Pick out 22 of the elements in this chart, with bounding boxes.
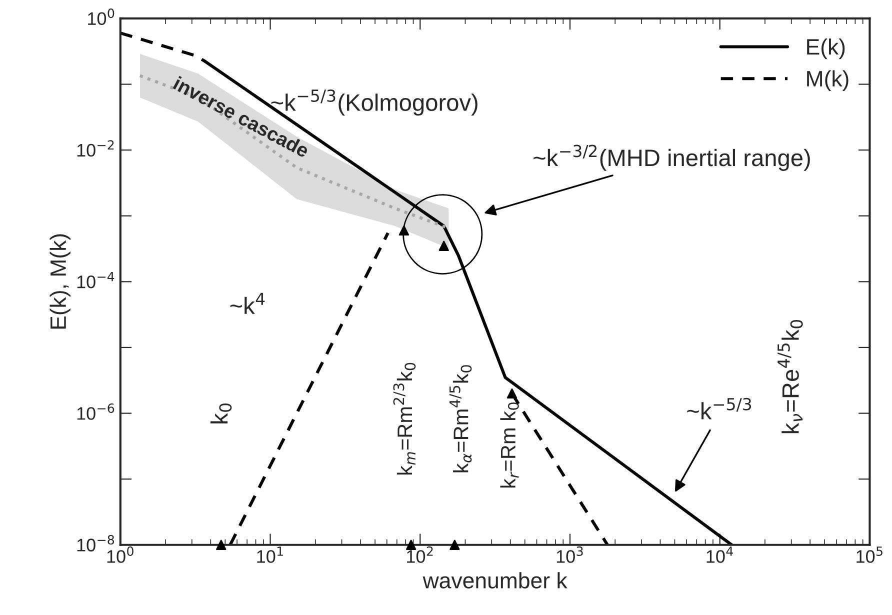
annotation: ~k$^{−5/3}$(Kolmogorov) [271,89,478,116]
annotation: ~k$^{−5/3}$ [687,398,752,420]
legend-label: M(k) [807,70,848,91]
y-tick-label: 10$^{0}$ [88,8,114,26]
legend-label: E(k) [807,38,845,60]
y-tick-label: 10$^{−6}$ [77,403,114,420]
x-tick-label: 10$^{4}$ [706,546,733,563]
annotation: k$_{ν}$=Re$^{4/5}$k$_{0}$ [778,320,803,434]
x-tick-label: 10$^{3}$ [556,546,583,563]
x-tick-label: 10$^{1}$ [257,546,283,563]
annotation: k$_{0}$ [210,404,232,424]
x-tick-label: 10$^{5}$ [856,546,882,563]
annotation: k$_{r}$=Rm k$_{0}$ [500,402,519,488]
y-tick-label: 10$^{−4}$ [77,272,114,288]
y-tick-label: 10$^{−2}$ [77,140,114,157]
annotation: ~k$^{4}$ [230,292,265,314]
annotation: ~k$^{−3/2}$(MHD inertial range) [534,144,810,171]
y-axis-title: E(k), M(k) [50,234,70,329]
x-axis-title: wavenumber k [422,572,568,588]
x-tick-label: 10$^{2}$ [407,546,433,563]
annotation: k$_{m}$=Rm$^{2/3}$k$_{0}$ [393,362,416,475]
annotation: k$_{α}$=Rm$^{4/5}$k$_{0}$ [450,365,472,472]
